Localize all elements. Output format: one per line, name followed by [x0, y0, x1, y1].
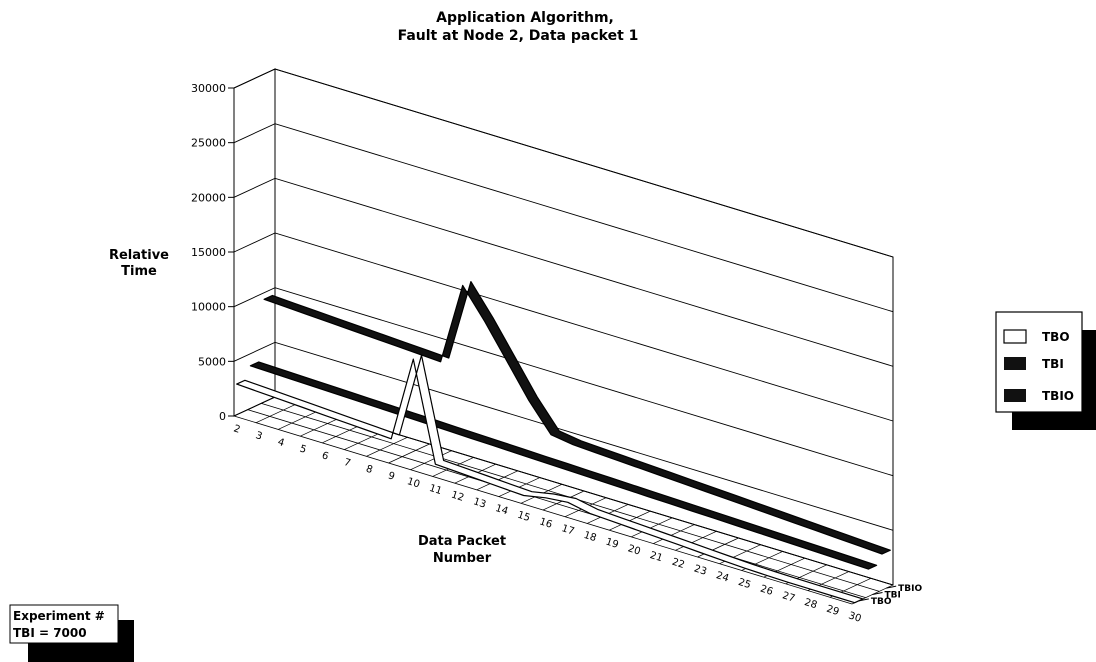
x-tick-label: 26	[759, 584, 775, 598]
x-tick-label: 16	[538, 516, 554, 530]
x-tick-label: 28	[803, 597, 819, 611]
floor-line	[300, 416, 342, 437]
y-tick-label: 30000	[191, 82, 226, 95]
floor-line	[631, 517, 673, 538]
x-tick-label: 30	[847, 610, 863, 624]
legend-label-tbi: TBI	[1042, 357, 1064, 371]
chart-title-line2: Fault at Node 2, Data packet 1	[398, 28, 639, 44]
floor-line	[653, 524, 695, 544]
series-ribbon-tbi	[249, 361, 878, 570]
series-tick-label: TBO	[871, 597, 892, 607]
chart-title-line1: Application Algorithm,	[436, 10, 614, 26]
legend-label-tbo: TBO	[1042, 330, 1070, 344]
x-tick-label: 3	[254, 430, 263, 442]
x-tick-label: 20	[626, 543, 642, 557]
x-tick-label: 10	[406, 476, 422, 490]
legend-swatch-tbi	[1004, 357, 1026, 370]
x-tick-label: 27	[781, 590, 797, 604]
note-line1: Experiment #	[13, 609, 105, 623]
note-box	[9, 604, 119, 644]
x-tick-label: 9	[387, 470, 396, 482]
y-tick-label: 20000	[191, 191, 226, 204]
floor-line	[277, 410, 320, 430]
floor-line	[675, 530, 717, 551]
y-tick-label: 10000	[191, 301, 226, 314]
legend-label-tbio: TBIO	[1042, 389, 1074, 403]
x-tick-label: 8	[364, 464, 373, 476]
y-axis-title-line1: Relative	[109, 248, 169, 263]
y-axis-ticks: 0 5000 10000 15000 20000 25000 30000	[191, 82, 234, 423]
x-tick-label: 15	[516, 510, 532, 524]
x-tick-label: 2	[232, 423, 241, 435]
floor-line	[410, 450, 452, 471]
experiment-note: Experiment # TBI = 7000	[9, 604, 134, 662]
series-ribbon-tbo	[236, 354, 864, 604]
y-tick-label: 25000	[191, 137, 226, 150]
series-ribbons	[236, 281, 891, 604]
x-tick-label: 12	[450, 490, 466, 504]
chart-walls	[233, 68, 894, 586]
x-tick-label: 24	[715, 570, 731, 584]
y-axis-title-line2: Time	[121, 264, 157, 279]
x-tick-label: 4	[276, 437, 285, 449]
y-gridline	[233, 287, 894, 477]
floor-line	[366, 436, 408, 457]
floor-line	[255, 403, 298, 424]
y-tick-label: 15000	[191, 246, 226, 259]
y-gridline	[233, 177, 894, 367]
floor-line	[388, 443, 430, 464]
x-tick-label: 6	[320, 450, 329, 462]
x-tick-label: 13	[472, 496, 488, 510]
x-tick-label: 21	[648, 550, 664, 564]
series-tick-label: TBIO	[898, 584, 922, 594]
y-gridlines	[233, 68, 894, 586]
x-axis-title-line2: Number	[433, 551, 492, 566]
x-axis-title-line1: Data Packet	[418, 534, 506, 549]
note-line2: TBI = 7000	[13, 626, 87, 640]
y-gridline	[233, 232, 894, 422]
y-gridline	[233, 341, 894, 531]
floor-line	[233, 396, 276, 417]
series-tick-mark	[872, 592, 883, 595]
legend-swatch-tbio	[1004, 389, 1026, 402]
x-tick-label: 19	[604, 537, 620, 551]
y-gridline	[233, 68, 894, 258]
y-tick-label: 0	[219, 410, 226, 423]
x-tick-label: 25	[737, 577, 753, 591]
x-tick-label: 22	[670, 557, 686, 571]
x-tick-label: 29	[825, 604, 841, 618]
x-tick-label: 11	[428, 483, 444, 497]
x-tick-label: 23	[693, 563, 709, 577]
legend-swatch-tbo	[1003, 329, 1027, 344]
legend: TBO TBI TBIO	[995, 311, 1096, 430]
y-tick-label: 5000	[198, 355, 226, 368]
series-tick-label: TBI	[885, 591, 901, 601]
x-tick-label: 18	[582, 530, 598, 544]
x-tick-label: 5	[298, 444, 307, 456]
series-ribbon-tbio	[263, 281, 891, 555]
x-tick-label: 7	[342, 457, 351, 469]
y-gridline	[233, 123, 894, 313]
x-tick-label: 14	[494, 503, 510, 517]
x-tick-label: 17	[560, 523, 576, 537]
series-tick-mark	[886, 585, 897, 589]
